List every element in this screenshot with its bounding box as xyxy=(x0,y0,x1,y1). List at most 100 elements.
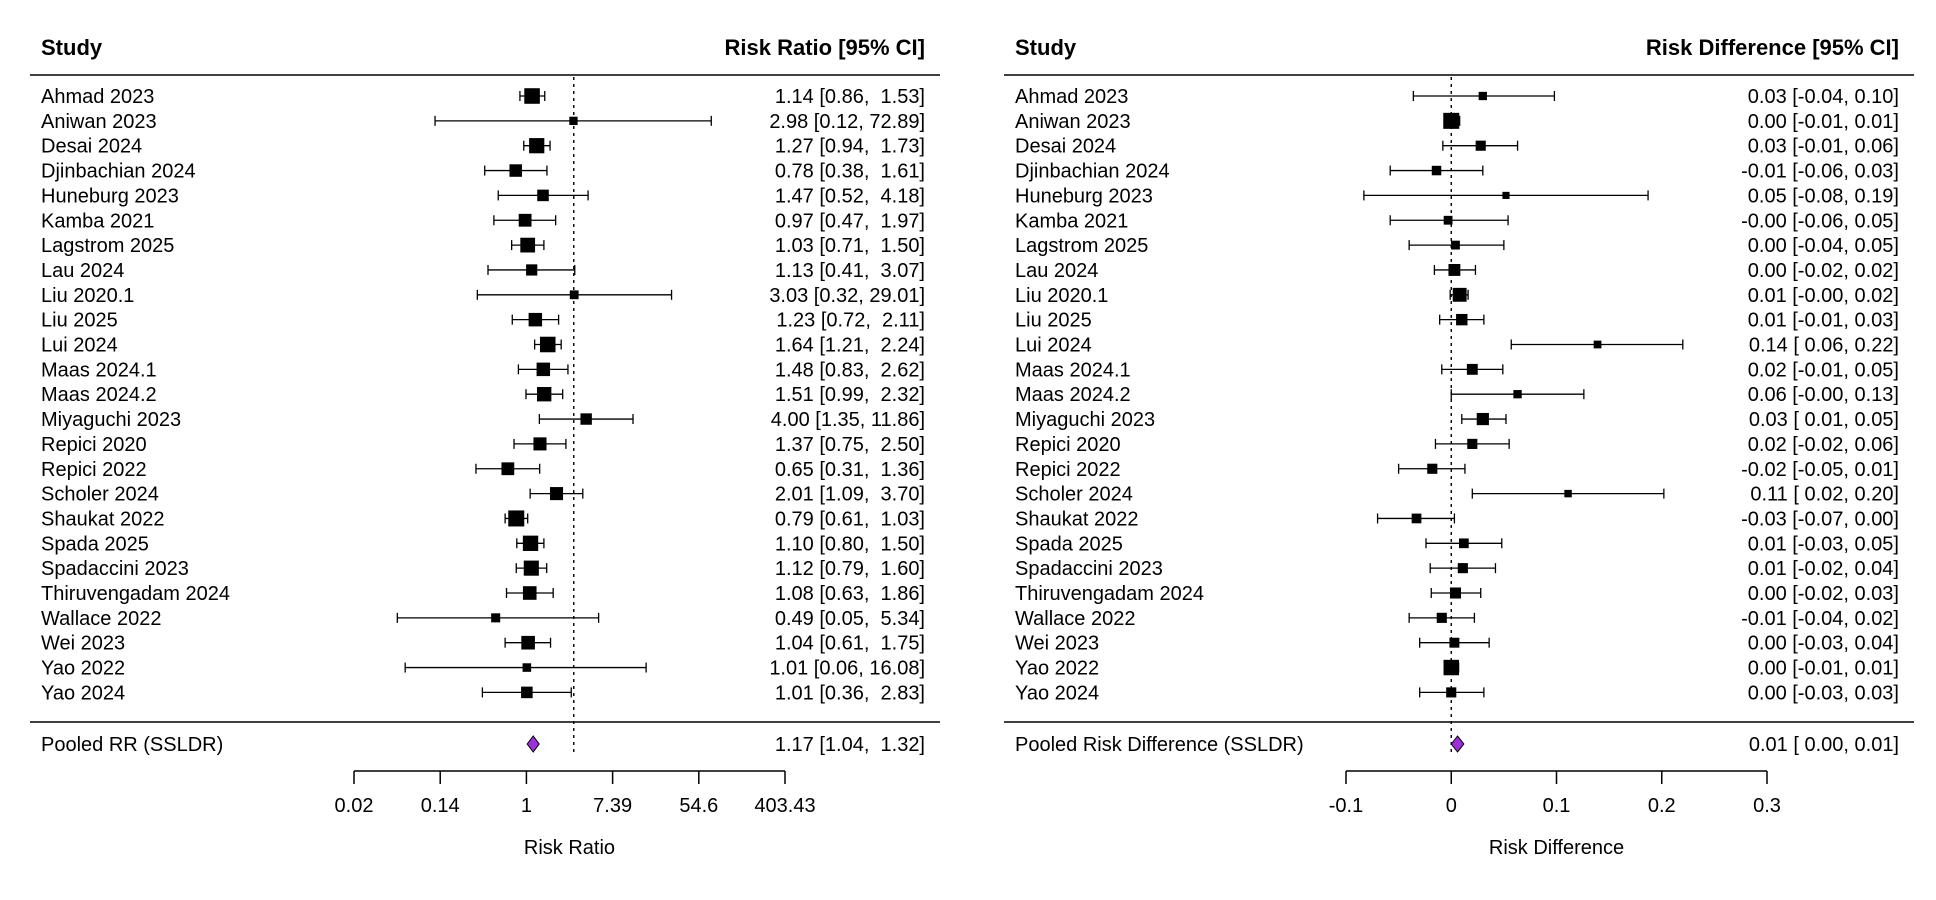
point-estimate xyxy=(549,487,564,501)
study-name: Repici 2020 xyxy=(1015,434,1121,456)
point-estimate xyxy=(522,535,539,551)
effect-label: 0.01 [-0.03, 0.05] xyxy=(1748,533,1899,555)
point-estimate xyxy=(1449,587,1461,599)
effect-label: 1.01 [0.36, 2.83] xyxy=(775,682,925,704)
study-row: Djinbachian 2024 0.78 [0.38, 1.61] xyxy=(41,161,925,183)
effect-label: 1.14 [0.86, 1.53] xyxy=(775,86,925,108)
point-estimate xyxy=(1427,463,1438,474)
risk-difference-forest-plot: Study Risk Difference [95% CI] Ahmad 2023 0… xyxy=(1004,35,1914,859)
header-study: Study xyxy=(41,35,103,60)
effect-label: 0.65 [0.31, 1.36] xyxy=(775,459,925,481)
study-name: Spada 2025 xyxy=(41,533,149,555)
effect-label: -0.01 [-0.06, 0.03] xyxy=(1741,161,1899,183)
point-estimate xyxy=(1457,563,1468,574)
x-tick-label: 0.1 xyxy=(1543,795,1571,817)
point-estimate xyxy=(1513,390,1522,399)
study-name: Aniwan 2023 xyxy=(41,111,157,133)
effect-label: 0.03 [ 0.01, 0.05] xyxy=(1749,409,1899,431)
effect-label: 1.03 [0.71, 1.50] xyxy=(775,235,925,257)
study-name: Spada 2025 xyxy=(1015,533,1123,555)
point-estimate xyxy=(524,88,540,104)
point-estimate xyxy=(580,413,592,425)
study-row: Scholer 2024 0.11 [ 0.02, 0.20] xyxy=(1015,484,1899,506)
study-name: Liu 2020.1 xyxy=(1015,285,1108,307)
study-name: Lui 2024 xyxy=(1015,335,1092,357)
point-estimate xyxy=(523,560,539,576)
study-row: Maas 2024.1 1.48 [0.83, 2.62] xyxy=(41,359,925,381)
effect-label: 1.01 [0.06, 16.08] xyxy=(769,658,925,680)
study-row: Shaukat 2022 0.79 [0.61, 1.03] xyxy=(41,508,925,530)
study-name: Djinbachian 2024 xyxy=(41,161,196,183)
effect-label: 0.01 [-0.02, 0.04] xyxy=(1748,558,1899,580)
effect-label: 0.49 [0.05, 5.34] xyxy=(775,608,925,630)
header-study: Study xyxy=(1015,35,1077,60)
study-row: Repici 2022 -0.02 [-0.05, 0.01] xyxy=(1015,459,1899,481)
study-name: Kamba 2021 xyxy=(1015,210,1128,232)
effect-label: 1.23 [0.72, 2.11] xyxy=(776,310,925,332)
header-effect: Risk Ratio [95% CI] xyxy=(725,35,926,60)
point-estimate xyxy=(1443,659,1459,676)
study-name: Ahmad 2023 xyxy=(1015,86,1128,108)
effect-label: 1.47 [0.52, 4.18] xyxy=(775,185,925,207)
effect-label: 2.98 [0.12, 72.89] xyxy=(769,111,925,133)
point-estimate xyxy=(1436,612,1447,623)
study-name: Yao 2022 xyxy=(41,658,125,680)
point-estimate xyxy=(1475,140,1486,151)
effect-label: 2.01 [1.09, 3.70] xyxy=(775,484,925,506)
study-row: Liu 2020.1 0.01 [-0.00, 0.02] xyxy=(1015,285,1899,307)
effect-label: 1.12 [0.79, 1.60] xyxy=(775,558,925,580)
effect-label: 4.00 [1.35, 11.86] xyxy=(771,409,925,431)
study-name: Repici 2022 xyxy=(41,459,147,481)
effect-label: 1.37 [0.75, 2.50] xyxy=(775,434,925,456)
study-name: Djinbachian 2024 xyxy=(1015,161,1170,183)
point-estimate xyxy=(521,635,535,650)
effect-label: 1.13 [0.41, 3.07] xyxy=(775,260,925,282)
study-name: Lagstrom 2025 xyxy=(41,235,174,257)
point-estimate xyxy=(1451,240,1460,250)
study-row: Spada 2025 1.10 [0.80, 1.50] xyxy=(41,533,925,555)
study-row: Yao 2022 1.01 [0.06, 16.08] xyxy=(41,658,925,680)
study-row: Scholer 2024 2.01 [1.09, 3.70] xyxy=(41,484,925,506)
study-name: Lau 2024 xyxy=(1015,260,1098,282)
effect-label: 0.97 [0.47, 1.97] xyxy=(775,210,925,232)
point-estimate xyxy=(508,510,525,527)
study-row: Thiruvengadam 2024 1.08 [0.63, 1.86] xyxy=(41,583,925,605)
study-name: Liu 2020.1 xyxy=(41,285,134,307)
x-tick-label: 0 xyxy=(1446,795,1457,817)
effect-label: -0.02 [-0.05, 0.01] xyxy=(1741,459,1899,481)
point-estimate xyxy=(1446,687,1457,698)
pooled-name: Pooled RR (SSLDR) xyxy=(41,734,223,756)
study-row: Huneburg 2023 1.47 [0.52, 4.18] xyxy=(41,185,925,207)
point-estimate xyxy=(1502,191,1510,199)
study-row: Huneburg 2023 0.05 [-0.08, 0.19] xyxy=(1015,185,1899,207)
effect-label: 0.00 [-0.01, 0.01] xyxy=(1748,111,1899,133)
x-tick-label: 54.6 xyxy=(679,795,718,817)
x-tick-label: 0.2 xyxy=(1648,795,1676,817)
x-tick-label: 0.3 xyxy=(1753,795,1781,817)
study-row: Liu 2020.1 3.03 [0.32, 29.01] xyxy=(41,285,925,307)
point-estimate xyxy=(1467,438,1478,449)
effect-label: 0.14 [ 0.06, 0.22] xyxy=(1749,335,1899,357)
study-name: Maas 2024.1 xyxy=(41,359,157,381)
pooled-name: Pooled Risk Difference (SSLDR) xyxy=(1015,734,1304,756)
study-name: Ahmad 2023 xyxy=(41,86,154,108)
study-row: Lui 2024 0.14 [ 0.06, 0.22] xyxy=(1015,335,1899,357)
study-name: Thiruvengadam 2024 xyxy=(1015,583,1204,605)
study-name: Lui 2024 xyxy=(41,335,118,357)
effect-label: -0.01 [-0.04, 0.02] xyxy=(1741,608,1899,630)
study-row: Repici 2020 1.37 [0.75, 2.50] xyxy=(41,434,925,456)
study-row: Wallace 2022 0.49 [0.05, 5.34] xyxy=(41,608,925,630)
effect-label: 0.03 [-0.04, 0.10] xyxy=(1748,86,1899,108)
study-row: Ahmad 2023 1.14 [0.86, 1.53] xyxy=(41,86,925,108)
point-estimate xyxy=(526,264,538,276)
point-estimate xyxy=(536,387,552,402)
pooled-diamond xyxy=(526,735,540,753)
study-name: Wallace 2022 xyxy=(1015,608,1135,630)
point-estimate xyxy=(1411,513,1422,524)
effect-label: 0.00 [-0.02, 0.02] xyxy=(1748,260,1899,282)
effect-label: 0.01 [-0.01, 0.03] xyxy=(1748,310,1899,332)
point-estimate xyxy=(1443,215,1453,225)
x-axis: -0.1 0 0.1 0.2 0.3 Risk Difference xyxy=(1329,770,1781,859)
effect-label: 0.00 [-0.03, 0.04] xyxy=(1748,633,1899,655)
study-name: Maas 2024.1 xyxy=(1015,359,1131,381)
